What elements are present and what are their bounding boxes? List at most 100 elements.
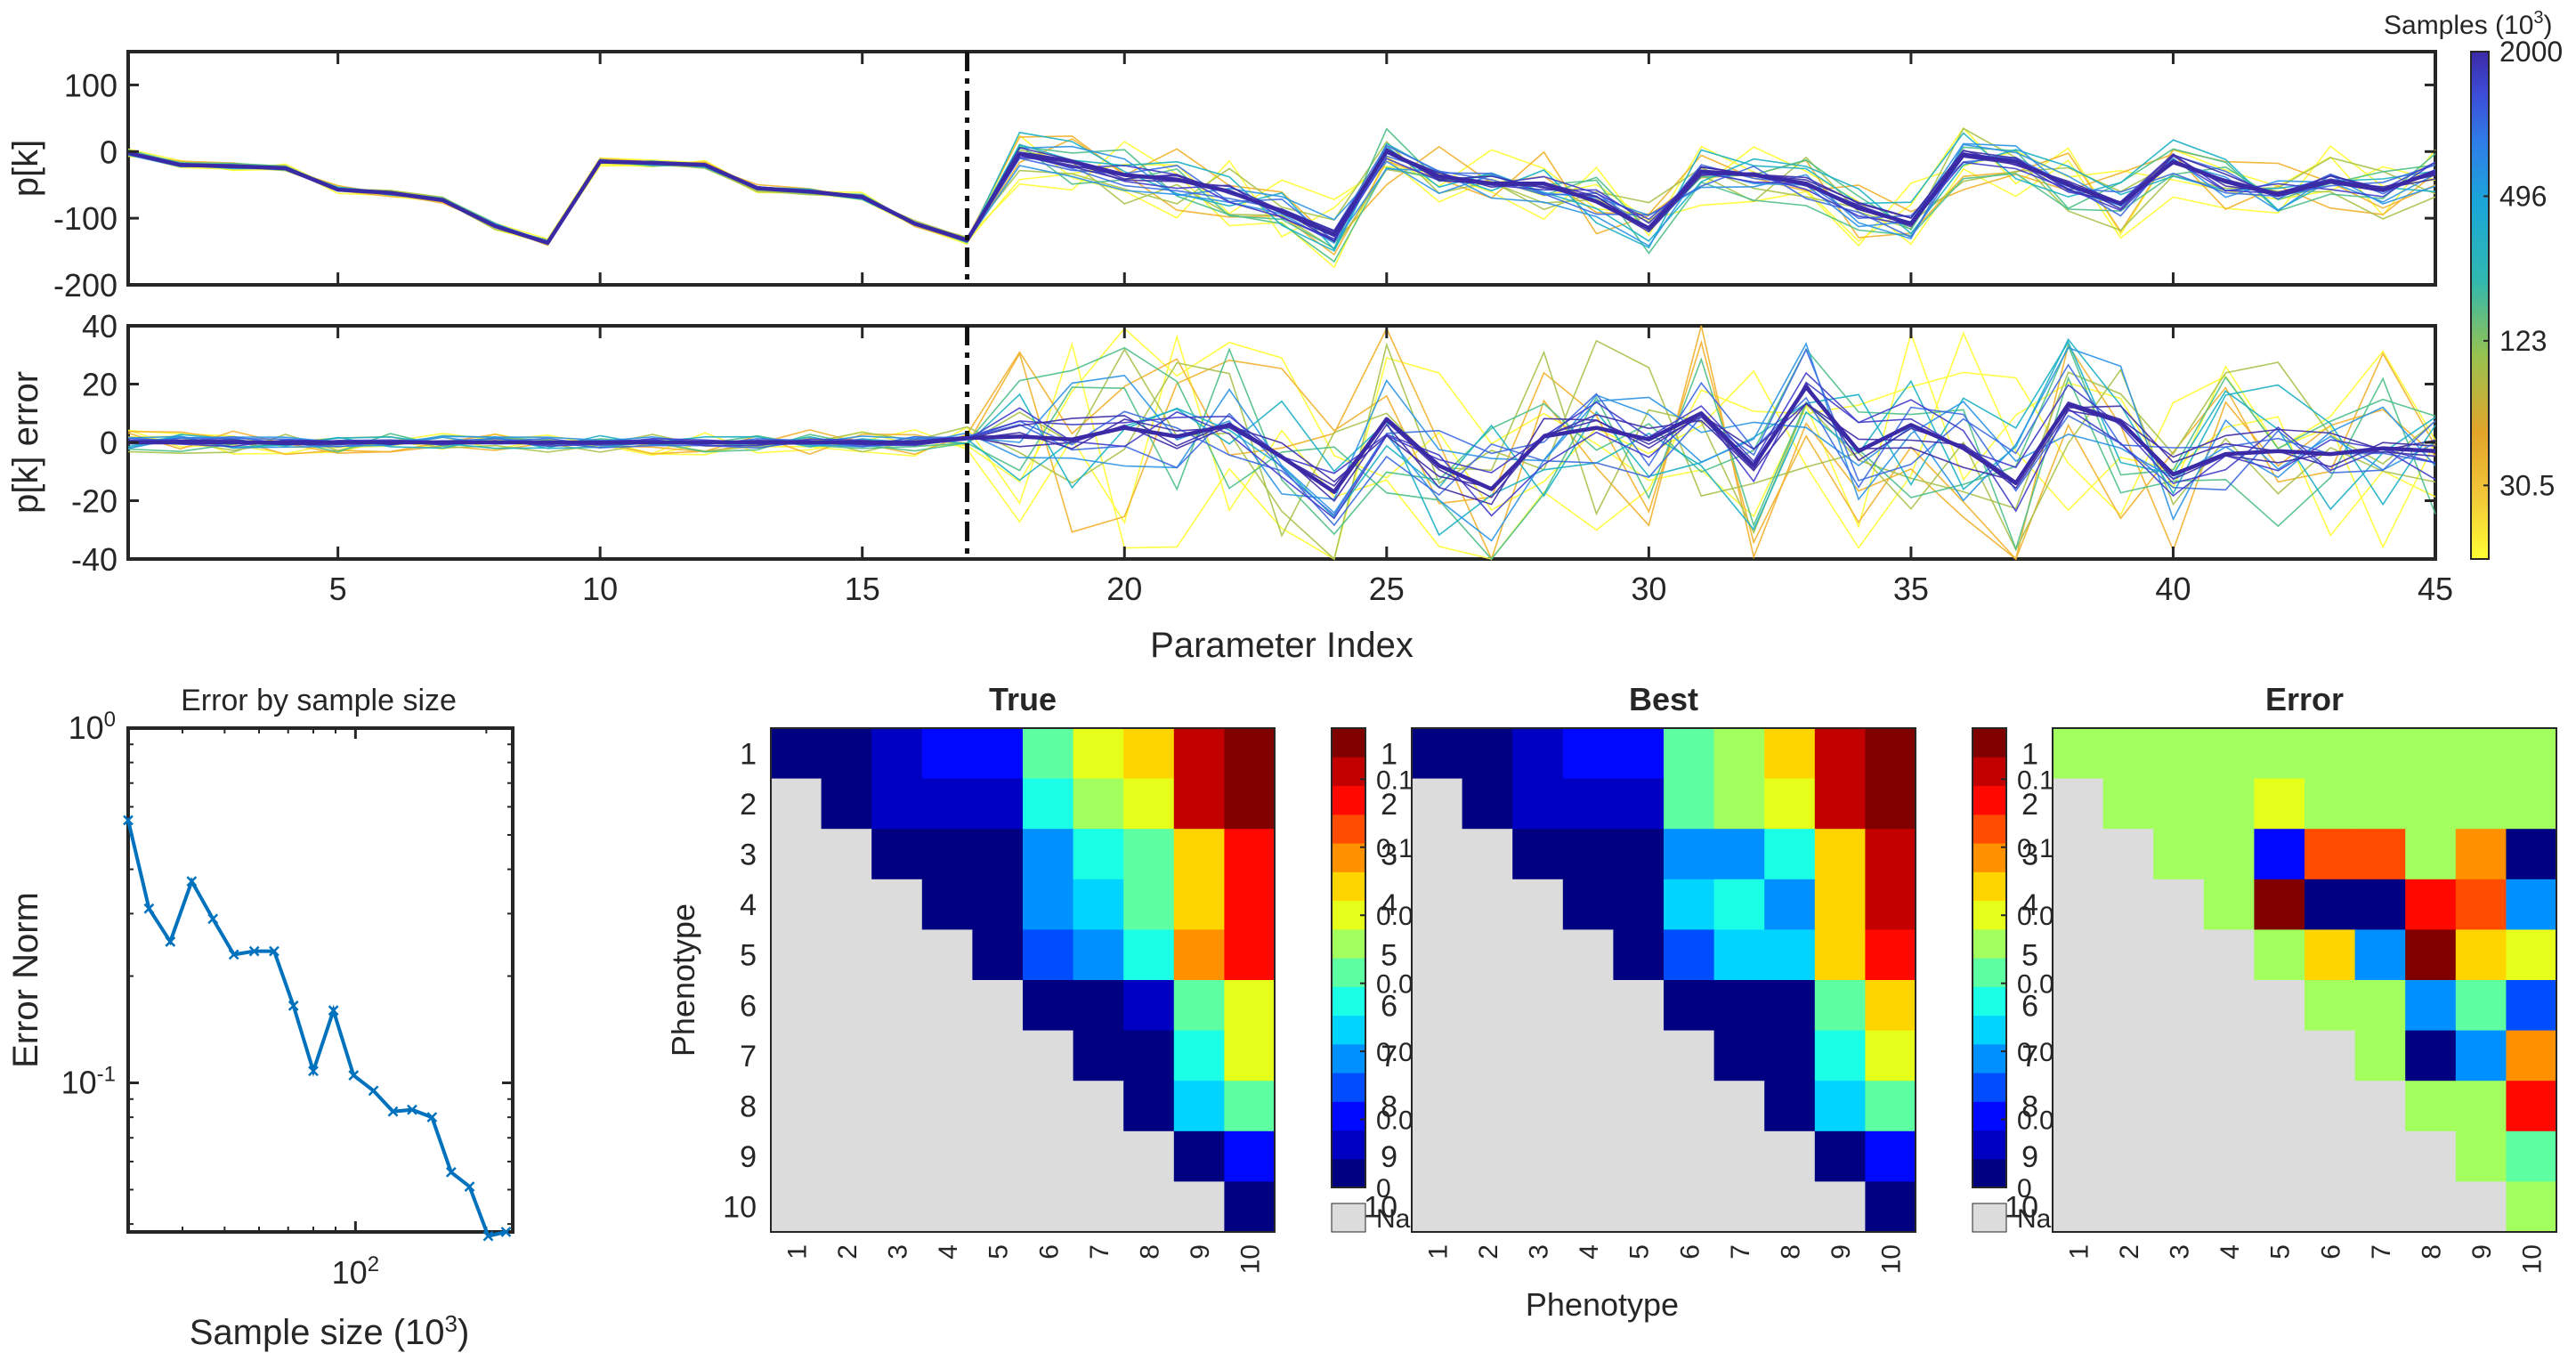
error-heatmap-cell <box>2203 879 2255 930</box>
best-heatmap-cell <box>1412 980 1463 1032</box>
best-row-tick-label: 5 <box>1381 939 1397 973</box>
error-heatmap-cell <box>2102 728 2154 780</box>
error-heatmap-cell <box>2203 1181 2255 1233</box>
best-row-tick-label: 4 <box>1381 888 1397 922</box>
error-heatmap-cell <box>2455 929 2507 981</box>
error-heatmap-cell <box>2354 728 2406 780</box>
error-heatmap-cell <box>2455 829 2507 880</box>
err-sample-line <box>127 346 2436 522</box>
best-heatmap-cell <box>1814 829 1866 880</box>
true-colorbar-segment <box>1332 1130 1365 1160</box>
best-heatmap-cell <box>1512 778 1564 830</box>
best-heatmap-cell <box>1764 778 1816 830</box>
error-heatmap-cell <box>2506 1081 2557 1132</box>
error-heatmap-cell <box>2354 1181 2406 1233</box>
error-heatmap-cell <box>2455 1181 2507 1233</box>
best-col-tick-label: 10 <box>1877 1244 1907 1274</box>
error-heatmap-cell <box>2053 1081 2104 1132</box>
error-heatmap-cell <box>2405 929 2457 981</box>
best-nan-swatch <box>1972 1203 2007 1233</box>
error-by-sample-size-marker <box>500 1227 512 1237</box>
err-x-tick-label: 5 <box>329 571 347 607</box>
error-heatmap-cell <box>2053 1181 2104 1233</box>
error-row-tick-label: 10 <box>2005 1191 2038 1225</box>
true-colorbar-segment <box>1332 785 1365 815</box>
error-row-tick-label: 7 <box>2021 1040 2038 1073</box>
true-row-tick-label: 5 <box>740 939 757 973</box>
true-heatmap-cell <box>771 728 822 780</box>
true-heatmap-cell <box>1123 728 1175 780</box>
true-heatmap-cell <box>972 778 1024 830</box>
err-y-tick-label: -40 <box>71 541 117 578</box>
error-norm-label: Error Norm <box>6 892 45 1068</box>
best-row-tick-label: 2 <box>1381 788 1397 822</box>
true-heatmap-cell <box>871 879 923 930</box>
error-heatmap-cell <box>2305 778 2356 830</box>
err-x-tick-label: 45 <box>2418 571 2453 607</box>
true-heatmap-cell <box>1224 1130 1276 1182</box>
true-heatmap-cell <box>1073 879 1124 930</box>
best-row-tick-label: 7 <box>1381 1040 1397 1073</box>
pk-y-tick-label: 100 <box>64 67 117 103</box>
error-col-tick-label: 3 <box>2166 1244 2195 1260</box>
true-row-tick-label: 1 <box>740 737 757 771</box>
true-heatmap-cell <box>1073 1030 1124 1082</box>
pk-panel: -200 -100 0 100 p[k] <box>6 50 2437 304</box>
err-x-tick-label: 25 <box>1369 571 1405 607</box>
error-heatmap-cell <box>2354 778 2406 830</box>
error-row-tick-label: 6 <box>2021 989 2038 1023</box>
best-heatmap-cell <box>1412 1081 1463 1132</box>
error-by-sample-size-line-group <box>123 814 512 1242</box>
true-heatmap-cell <box>1073 1181 1124 1233</box>
best-heatmap-cell <box>1562 1181 1614 1233</box>
err-x-tick-label: 15 <box>845 571 880 607</box>
best-colorbar-segment <box>1973 928 2006 959</box>
error-heatmap-cell <box>2203 1130 2255 1182</box>
error-heatmap-cell <box>2305 1081 2356 1132</box>
error-heatmap-cell <box>2153 829 2205 880</box>
best-heatmap-cell <box>1664 728 1715 780</box>
true-heatmap-cell <box>972 829 1024 880</box>
best-heatmap-cell <box>1512 1030 1564 1082</box>
true-heatmap-cell <box>1224 980 1276 1032</box>
true-heatmap-cell <box>972 1130 1024 1182</box>
best-colorbar-segment <box>1973 1073 2006 1102</box>
true-heatmap-cell <box>921 929 973 981</box>
error-heatmap-cell <box>2153 879 2205 930</box>
best-heatmap-cell <box>1562 879 1614 930</box>
error-by-sample-size-marker <box>143 903 155 914</box>
true-heatmap-cell <box>1173 929 1225 981</box>
true-heatmap-cell <box>1173 778 1225 830</box>
error-heatmap-cell <box>2153 1130 2205 1182</box>
true-col-tick-label: 2 <box>833 1244 863 1260</box>
best-heatmap-cell <box>1562 980 1614 1032</box>
best-heatmap-cell <box>1512 879 1564 930</box>
err-best-line <box>128 385 2436 494</box>
best-colorbar-segment <box>1973 785 2006 815</box>
true-heatmap-cell <box>972 929 1024 981</box>
pk-x-ticks <box>336 52 2437 285</box>
true-heatmap-cell <box>821 1130 872 1182</box>
true-heatmap-cell <box>921 829 973 880</box>
best-row-tick-label: 9 <box>1381 1140 1397 1174</box>
ess-y-tick-label: 10-1 <box>61 1063 116 1101</box>
best-heatmap-cell <box>1562 1081 1614 1132</box>
error-heatmap-cell <box>2203 778 2255 830</box>
best-heatmap-cell <box>1613 980 1665 1032</box>
best-heatmap-cell <box>1764 1081 1816 1132</box>
best-heatmap-cell <box>1814 1081 1866 1132</box>
best-col-tick-label: 8 <box>1777 1244 1806 1260</box>
pk-y-tick-label: -100 <box>53 200 117 237</box>
error-col-tick-label: 6 <box>2316 1244 2345 1260</box>
true-col-tick-label: 1 <box>782 1244 812 1260</box>
error-heatmap-cell <box>2153 929 2205 981</box>
error-by-sample-size-marker <box>407 1104 417 1115</box>
true-heatmap-cell <box>1023 728 1074 780</box>
best-heatmap-cell <box>1462 929 1513 981</box>
best-heatmap-cell <box>1664 1130 1715 1182</box>
true-heatmap-cell <box>972 879 1024 930</box>
best-colorbar-segment <box>1973 728 2006 757</box>
true-heatmap-cell <box>771 829 822 880</box>
error-heatmap-cell <box>2455 778 2507 830</box>
best-heatmap-cell <box>1412 929 1463 981</box>
